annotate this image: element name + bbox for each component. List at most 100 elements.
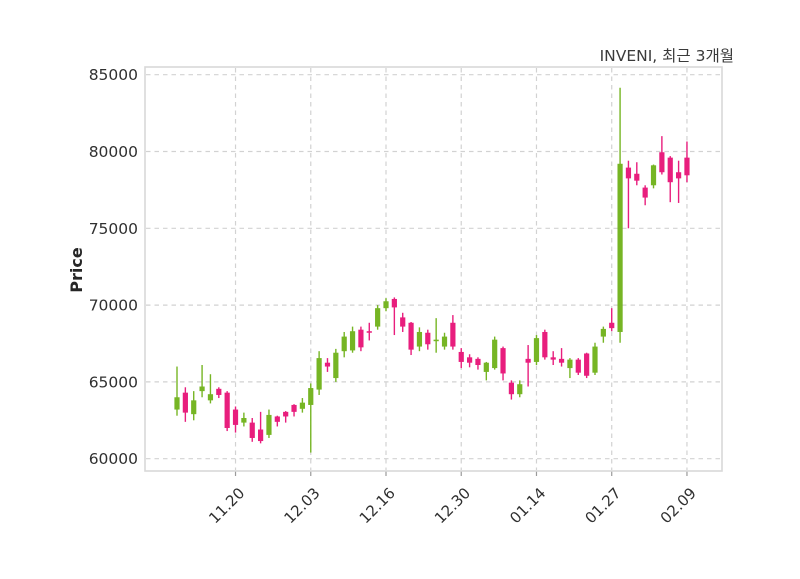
candle-up [567, 358, 573, 379]
candle-body [550, 357, 556, 360]
candle-body [232, 409, 239, 425]
candle-body [458, 351, 464, 362]
candle-body [475, 358, 481, 366]
candle-up [600, 326, 606, 343]
candle-body [291, 404, 297, 412]
candle-up [308, 383, 314, 453]
candle-up [375, 305, 381, 330]
candle-body [584, 353, 590, 376]
candle-down [291, 404, 297, 417]
candle-down [425, 329, 431, 350]
candle-body [650, 165, 657, 186]
x-tick-label: 12.30 [431, 484, 474, 527]
y-tick-label: 85000 [89, 66, 138, 84]
candle-down [642, 185, 648, 206]
candle-body [207, 394, 214, 401]
y-tick-label: 80000 [89, 143, 138, 161]
candle-down [216, 387, 222, 399]
candle-body [358, 329, 364, 348]
candle-down [625, 160, 632, 229]
candle-body [684, 157, 690, 176]
candle-down [232, 406, 239, 433]
candle-up [383, 298, 389, 312]
candle-up [517, 380, 523, 398]
candle-body [366, 331, 372, 333]
candle-up [533, 335, 540, 366]
candle-body [558, 358, 565, 363]
candle-body [391, 298, 397, 308]
x-tick-label: 12.16 [356, 484, 399, 527]
candle-up [650, 164, 657, 189]
candle-body [617, 163, 623, 332]
candle-down [525, 345, 531, 387]
candle-body [224, 392, 230, 428]
candle-up [617, 87, 623, 343]
candle-body [508, 382, 514, 395]
candle-up [266, 409, 272, 438]
candle-down [274, 415, 280, 427]
x-tick-label: 01.27 [581, 484, 624, 527]
candle-body [333, 352, 339, 379]
candle-body [316, 358, 322, 390]
plot-border [144, 66, 723, 472]
candle-down [450, 315, 456, 350]
candle-body [199, 386, 205, 392]
candle-up [441, 332, 448, 350]
candle-body [400, 317, 406, 327]
candle-down [408, 321, 414, 356]
candle-down [467, 354, 473, 368]
candle-body [525, 358, 531, 363]
candle-body [299, 402, 305, 409]
candle-down [358, 326, 364, 352]
candle-up [416, 327, 423, 352]
y-tick-label: 75000 [89, 220, 138, 238]
y-axis-label: Price [67, 247, 86, 293]
candle-down [475, 357, 481, 370]
candle-body [642, 187, 648, 198]
candle-body [441, 336, 448, 347]
candle-body [659, 152, 665, 173]
x-tick-label: 11.20 [205, 484, 248, 527]
candle-body [408, 322, 414, 350]
candle-body [324, 362, 331, 367]
candle-up [299, 398, 305, 413]
candle-down [500, 346, 506, 381]
axis-ticks: 60000 65000 70000 75000 80000 85000 11.20 12.03… [89, 66, 723, 527]
candle-up [592, 342, 598, 375]
x-tick-label: 02.09 [657, 484, 700, 527]
candle-body [182, 392, 188, 413]
candle-body [667, 157, 673, 183]
candle-body [349, 331, 356, 351]
candle-body [266, 414, 272, 435]
candle-down [458, 348, 464, 369]
candle-down [659, 136, 665, 175]
candle-down [684, 141, 690, 183]
y-tick-label: 70000 [89, 297, 138, 315]
candle-body [492, 339, 498, 369]
candle-body [609, 322, 615, 329]
candle-body [283, 411, 289, 417]
candle-down [182, 387, 188, 422]
candle-up [492, 336, 498, 370]
candle-down [634, 162, 640, 186]
candle-down [508, 380, 514, 400]
candle-up [341, 331, 347, 358]
x-tick-label: 12.03 [280, 484, 323, 527]
candles [174, 87, 690, 453]
candle-body [416, 331, 423, 347]
candle-body [191, 400, 197, 415]
candle-up [316, 351, 322, 395]
candle-body [625, 167, 632, 179]
candle-down [676, 160, 682, 203]
candle-body [249, 422, 255, 438]
candle-down [584, 352, 590, 379]
candle-down [366, 322, 372, 341]
candle-up [483, 361, 489, 381]
candle-up [349, 326, 356, 353]
candle-body [542, 331, 548, 358]
candle-down [249, 418, 255, 442]
y-tick-label: 65000 [89, 373, 138, 391]
candle-up [174, 366, 180, 416]
